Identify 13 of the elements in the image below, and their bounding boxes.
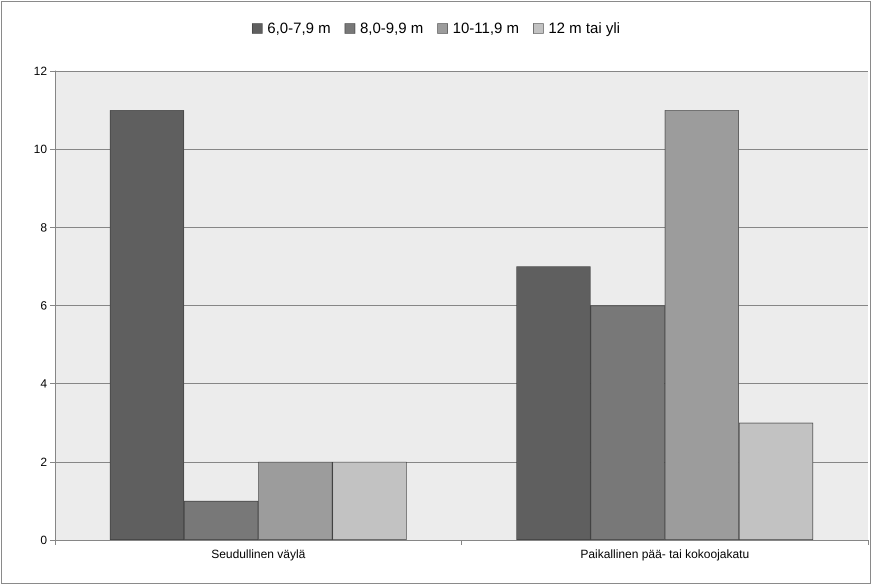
legend-label: 6,0-7,9 m xyxy=(267,20,331,37)
y-tick-label: 6 xyxy=(40,298,48,312)
y-tick-label: 8 xyxy=(40,220,48,234)
y-tick-label: 0 xyxy=(40,533,48,547)
x-tick-label: Seudullinen väylä xyxy=(211,547,306,561)
y-tick-label: 12 xyxy=(34,64,48,78)
legend-label: 10-11,9 m xyxy=(452,20,520,37)
x-tick-label: Paikallinen pää- tai kokoojakatu xyxy=(580,547,750,561)
legend-label: 8,0-9,9 m xyxy=(360,20,424,37)
y-tick-label: 10 xyxy=(34,142,48,156)
y-tick-label: 2 xyxy=(40,454,48,469)
legend-label: 12 m tai yli xyxy=(548,20,620,37)
y-tick-label: 4 xyxy=(40,376,48,391)
